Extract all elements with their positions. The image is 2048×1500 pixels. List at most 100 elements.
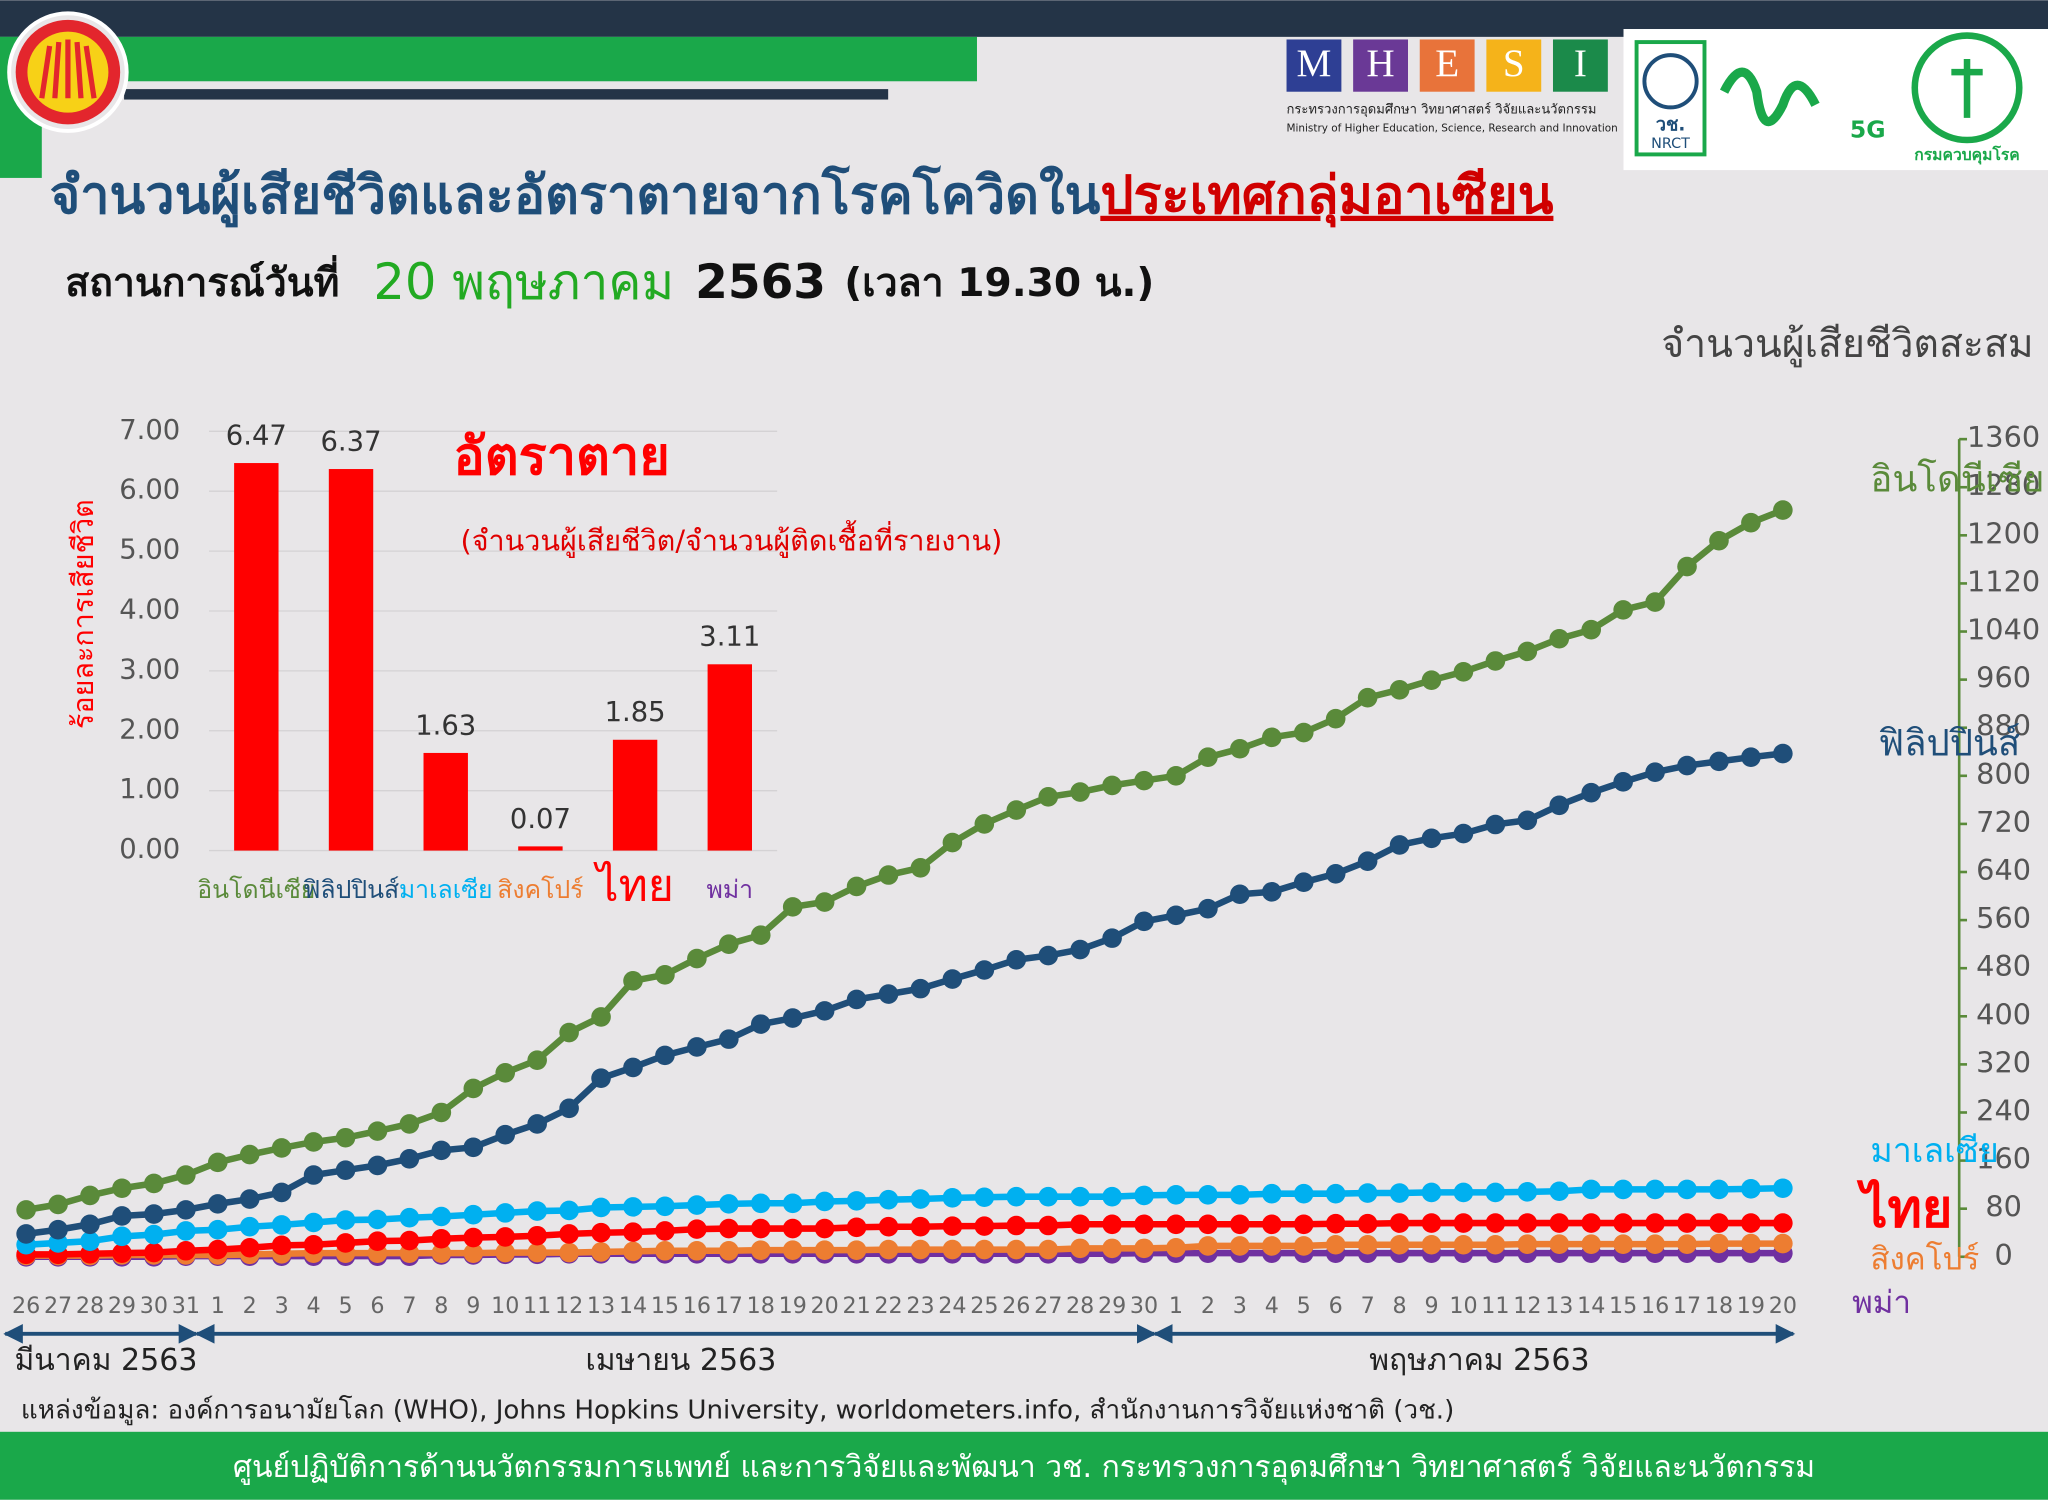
series-marker bbox=[1645, 762, 1665, 783]
bar bbox=[423, 752, 468, 851]
series-marker bbox=[112, 1243, 132, 1263]
partner-logos: วช. NRCT 5G กรมควบคุมโรค bbox=[1623, 29, 2048, 171]
subtitle-label: สถานการณ์วันที่ bbox=[65, 255, 339, 306]
series-marker bbox=[1102, 928, 1122, 948]
series-marker bbox=[335, 1210, 356, 1230]
series-marker bbox=[1293, 1183, 1314, 1204]
series-marker bbox=[80, 1231, 100, 1251]
series-marker bbox=[878, 1189, 899, 1210]
x-tick-label: 30 bbox=[140, 1293, 168, 1319]
series-marker bbox=[1421, 1182, 1442, 1203]
x-tick-label: 13 bbox=[1545, 1293, 1573, 1319]
series-marker bbox=[1773, 1233, 1793, 1254]
series-marker bbox=[910, 858, 931, 878]
chart-title: อัตราตาย bbox=[453, 427, 670, 487]
series-marker bbox=[1549, 795, 1570, 816]
series-marker bbox=[1581, 782, 1602, 803]
series-marker bbox=[814, 1240, 835, 1260]
series-marker bbox=[239, 1144, 260, 1165]
series-marker bbox=[1006, 1239, 1027, 1260]
x-tick-label: 19 bbox=[1737, 1293, 1765, 1319]
series-marker bbox=[1325, 1234, 1346, 1255]
y-tick-label: 640 bbox=[1976, 853, 2031, 887]
x-tick-label: พม่า bbox=[706, 875, 753, 904]
series-marker bbox=[207, 1152, 228, 1173]
series-marker bbox=[1773, 500, 1793, 520]
x-tick-label: 2 bbox=[243, 1293, 257, 1319]
x-tick-label: 28 bbox=[76, 1293, 104, 1319]
x-tick-label: 29 bbox=[1098, 1293, 1126, 1319]
x-tick-label: 17 bbox=[1673, 1293, 1701, 1319]
y-axis-label: จำนวนผู้เสียชีวิตสะสม bbox=[1661, 322, 2033, 367]
series-marker bbox=[591, 1222, 611, 1243]
x-tick-label: มาเลเซีย bbox=[399, 875, 493, 904]
series-marker bbox=[814, 1218, 835, 1239]
series-marker bbox=[431, 1102, 452, 1123]
series-marker bbox=[655, 1196, 675, 1217]
series-marker bbox=[1102, 1214, 1122, 1235]
series-marker bbox=[1006, 1186, 1027, 1207]
series-marker bbox=[974, 1187, 995, 1208]
series-marker bbox=[1262, 727, 1282, 748]
footer: ศูนย์ปฏิบัติการด้านนวัตกรรมการแพทย์ และก… bbox=[233, 1450, 1815, 1486]
series-marker bbox=[1006, 949, 1027, 970]
y-axis-label: ร้อยละการเสียชีวิต bbox=[66, 499, 100, 729]
series-marker bbox=[623, 1197, 643, 1217]
series-marker bbox=[367, 1121, 388, 1141]
bar bbox=[707, 664, 752, 851]
bar bbox=[518, 846, 563, 851]
series-marker bbox=[1230, 1214, 1250, 1235]
series-marker bbox=[878, 1216, 899, 1237]
x-tick-label: 16 bbox=[1641, 1293, 1669, 1319]
x-tick-label: 2 bbox=[1201, 1293, 1215, 1319]
y-tick-label: 80 bbox=[1985, 1190, 2022, 1224]
series-marker bbox=[1038, 1186, 1059, 1207]
series-marker bbox=[1453, 1213, 1474, 1233]
title-part: จำนวนผู้เสียชีวิตและอัตราตายจากโรคโควิดใ… bbox=[50, 164, 1101, 228]
series-marker bbox=[1677, 1234, 1697, 1254]
series-marker bbox=[719, 1194, 739, 1214]
series-marker bbox=[1166, 1185, 1186, 1205]
x-tick-label: 14 bbox=[1577, 1293, 1605, 1319]
x-tick-label: 7 bbox=[402, 1293, 416, 1319]
series-label: มาเลเซีย bbox=[1870, 1131, 1998, 1171]
x-tick-label: 28 bbox=[1066, 1293, 1094, 1319]
series-marker bbox=[239, 1189, 260, 1209]
series-marker bbox=[399, 1207, 420, 1228]
series-marker bbox=[1709, 1179, 1729, 1200]
month-label: พฤษภาคม 2563 bbox=[1369, 1343, 1589, 1378]
x-tick-label: 25 bbox=[970, 1293, 998, 1319]
x-tick-label: 13 bbox=[587, 1293, 615, 1319]
series-marker bbox=[399, 1230, 420, 1251]
series-marker bbox=[1773, 1178, 1793, 1199]
series-marker bbox=[1773, 1213, 1793, 1233]
x-tick-label: สิงคโปร์ bbox=[497, 875, 583, 904]
x-tick-label: 31 bbox=[172, 1293, 200, 1319]
value-label: 1.63 bbox=[415, 710, 476, 741]
x-tick-label: 5 bbox=[1297, 1293, 1311, 1319]
series-marker bbox=[207, 1239, 228, 1260]
series-marker bbox=[431, 1206, 452, 1227]
x-tick-label: 9 bbox=[1424, 1293, 1438, 1319]
x-tick-label: 6 bbox=[1329, 1293, 1343, 1319]
y-tick-label: 1.00 bbox=[119, 774, 180, 805]
series-marker bbox=[687, 1219, 707, 1239]
x-tick-label: 4 bbox=[1265, 1293, 1279, 1319]
series-marker bbox=[655, 1221, 675, 1241]
series-marker bbox=[846, 876, 867, 897]
series-marker bbox=[623, 1057, 643, 1078]
series-marker bbox=[910, 1216, 931, 1237]
series-marker bbox=[719, 934, 739, 954]
series-marker bbox=[1517, 1234, 1538, 1254]
x-tick-label: 16 bbox=[683, 1293, 711, 1319]
series-marker bbox=[942, 832, 963, 853]
x-tick-label: 10 bbox=[491, 1293, 519, 1319]
series-marker bbox=[367, 1209, 388, 1230]
series-marker bbox=[878, 1239, 899, 1260]
series-marker bbox=[367, 1231, 388, 1251]
series-marker bbox=[1549, 1181, 1570, 1202]
series-marker bbox=[1325, 1183, 1346, 1204]
series-marker bbox=[1741, 747, 1761, 767]
series-marker bbox=[1198, 1185, 1218, 1205]
x-tick-label: 15 bbox=[1609, 1293, 1637, 1319]
